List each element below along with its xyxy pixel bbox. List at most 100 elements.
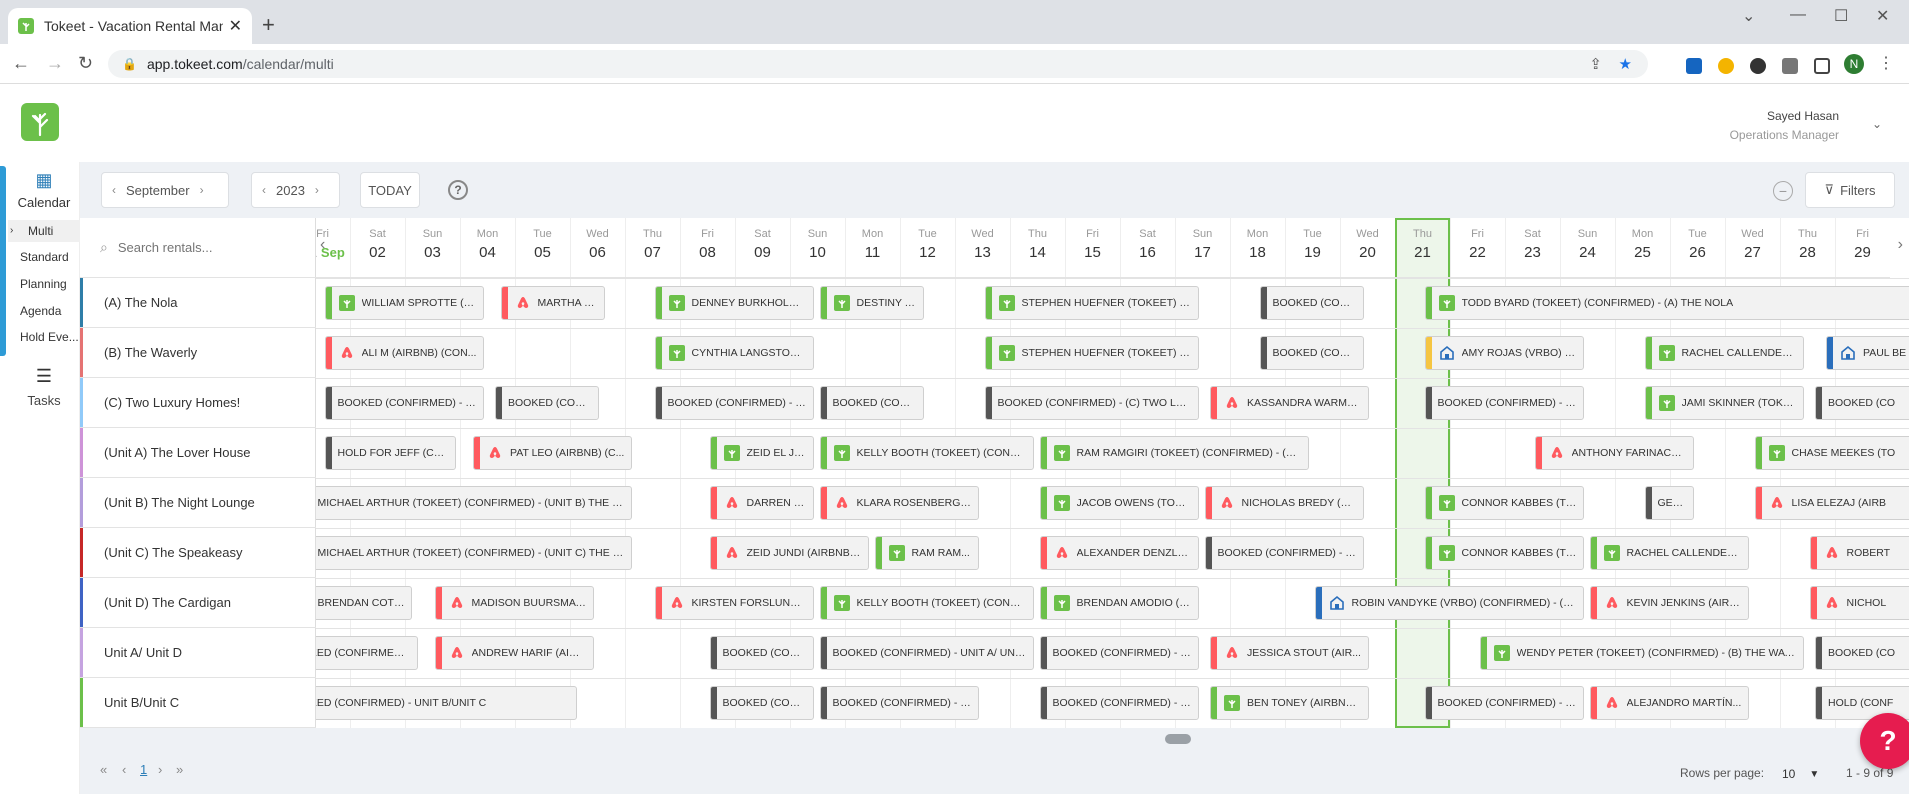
booking-bar[interactable]: DARREN H... xyxy=(709,486,814,520)
day-column[interactable] xyxy=(845,218,900,728)
booking-bar[interactable]: BOOKED (CONFIRMED) - (C... xyxy=(654,386,814,420)
booking-bar[interactable]: PAT LEO (AIRBNB) (C... xyxy=(473,436,632,470)
booking-bar[interactable]: ZEID EL JU... xyxy=(709,436,814,470)
close-window-icon[interactable]: ✕ xyxy=(1876,8,1890,25)
rental-row[interactable]: (Unit B) The Night Lounge xyxy=(80,478,316,528)
day-column[interactable] xyxy=(1340,218,1395,728)
booking-bar[interactable]: BOOKED (CONFI... xyxy=(709,686,814,720)
booking-bar[interactable]: JACOB OWENS (TOKE... xyxy=(1039,486,1199,520)
booking-bar[interactable]: JAMI SKINNER (TOKE... xyxy=(1644,386,1804,420)
booking-bar[interactable]: MADISON BUURSMA (... xyxy=(434,586,594,620)
booking-bar[interactable]: BOOKED (CONFIRMED) - U... xyxy=(1039,686,1199,720)
sidebar-item-agenda[interactable]: Agenda xyxy=(8,300,80,322)
booking-bar[interactable]: AMY ROJAS (VRBO) (... xyxy=(1424,336,1584,370)
prev-period-icon[interactable]: ‹ xyxy=(320,236,326,253)
booking-bar[interactable]: KELLY BOOTH (TOKEET) (CONFIR... xyxy=(819,586,1034,620)
extension-color-icon[interactable] xyxy=(1718,58,1734,74)
day-column[interactable] xyxy=(1175,218,1230,728)
day-column[interactable] xyxy=(1615,218,1670,728)
url-bar[interactable]: 🔒 app.tokeet.com/calendar/multi ⇪ ★ xyxy=(108,50,1648,78)
booking-bar[interactable]: MICHAEL ARTHUR (TOKEET) (CONFIRMED) - (U… xyxy=(316,486,632,520)
day-column[interactable] xyxy=(350,218,405,728)
prev-page-icon[interactable]: ‹ xyxy=(122,762,127,777)
booking-bar[interactable]: ZEID JUNDI (AIRBNB) ... xyxy=(709,536,869,570)
tokeet-logo[interactable] xyxy=(21,103,59,141)
horizontal-scrollbar[interactable] xyxy=(1165,734,1191,744)
day-column[interactable] xyxy=(1835,218,1890,728)
booking-bar[interactable]: STEPHEN HUEFNER (TOKEET) (C... xyxy=(984,286,1199,320)
booking-bar[interactable]: ROBERT xyxy=(1809,536,1909,570)
booking-bar[interactable]: GER... xyxy=(1644,486,1694,520)
profile-avatar[interactable]: N xyxy=(1844,54,1864,74)
day-column[interactable] xyxy=(625,218,680,728)
booking-bar[interactable]: BOOKED (CONFI... xyxy=(1259,286,1364,320)
sidebar-item-tasks[interactable]: ☰ Tasks xyxy=(8,366,80,408)
booking-bar[interactable]: ANTHONY FARINACCI... xyxy=(1534,436,1694,470)
today-button[interactable]: TODAY xyxy=(360,172,420,208)
booking-bar[interactable]: NICHOLAS BREDY (AI... xyxy=(1204,486,1364,520)
booking-bar[interactable]: TODD BYARD (TOKEET) (CONFIRMED) - (A) TH… xyxy=(1424,286,1909,320)
booking-bar[interactable]: ROBIN VANDYKE (VRBO) (CONFIRMED) - (U... xyxy=(1314,586,1584,620)
rental-row[interactable]: Unit B/Unit C xyxy=(80,678,316,728)
booking-bar[interactable]: BOOKED (CO xyxy=(1815,636,1909,670)
booking-bar[interactable]: ALI M (AIRBNB) (CON... xyxy=(324,336,484,370)
search-input[interactable] xyxy=(117,240,298,255)
prev-month-icon[interactable]: ‹ xyxy=(112,183,116,197)
collapse-icon[interactable]: − xyxy=(1773,181,1793,201)
sidebar-item-hold-events[interactable]: Hold Eve... xyxy=(8,326,80,348)
booking-bar[interactable]: BOOKED (CONFI... xyxy=(709,636,814,670)
booking-bar[interactable]: ANDREW HARIF (AIRB... xyxy=(434,636,594,670)
booking-bar[interactable]: BOOKED (CONFI... xyxy=(819,386,924,420)
star-icon[interactable]: ★ xyxy=(1618,56,1632,73)
day-column[interactable] xyxy=(680,218,735,728)
booking-bar[interactable]: BRENDAN AMODIO (T... xyxy=(1039,586,1199,620)
booking-bar[interactable]: KASSANDRA WARMU... xyxy=(1210,386,1369,420)
day-column[interactable] xyxy=(460,218,515,728)
booking-bar[interactable]: BOOKED (CONFIRMED) - (C... xyxy=(324,386,484,420)
filters-button[interactable]: ⊽ Filters xyxy=(1805,172,1895,208)
next-period-icon[interactable]: › xyxy=(1897,236,1903,253)
booking-bar[interactable]: NICHOL xyxy=(1809,586,1909,620)
day-column[interactable] xyxy=(1450,218,1505,728)
rental-row[interactable]: (Unit C) The Speakeasy xyxy=(80,528,316,578)
maximize-icon[interactable]: ☐ xyxy=(1834,8,1849,25)
booking-bar[interactable]: BOOKED (CONFIRMED) - (C) TWO LUX... xyxy=(984,386,1199,420)
day-column[interactable] xyxy=(570,218,625,728)
booking-bar[interactable]: BOOKED (CONFIRMED) - U... xyxy=(819,686,979,720)
day-column[interactable] xyxy=(735,218,790,728)
current-page[interactable]: 1 xyxy=(140,762,148,777)
booking-bar[interactable]: MARTHA B... xyxy=(500,286,605,320)
rental-row[interactable]: (Unit D) The Cardigan xyxy=(80,578,316,628)
rental-row[interactable]: (C) Two Luxury Homes! xyxy=(80,378,316,428)
booking-bar[interactable]: STEPHEN HUEFNER (TOKEET) (C... xyxy=(984,336,1199,370)
rental-row[interactable]: (Unit A) The Lover House xyxy=(80,428,316,478)
minimize-icon[interactable]: — xyxy=(1790,6,1806,23)
day-column[interactable] xyxy=(790,218,845,728)
month-label[interactable]: September xyxy=(126,182,190,198)
day-column[interactable] xyxy=(900,218,955,728)
booking-bar[interactable]: DESTINY T... xyxy=(819,286,924,320)
day-column[interactable] xyxy=(1725,218,1780,728)
booking-bar[interactable]: BOOKED (CONFIRMED) - U... xyxy=(1039,636,1199,670)
day-column[interactable] xyxy=(1670,218,1725,728)
first-page-icon[interactable]: « xyxy=(100,762,108,777)
booking-bar[interactable]: RAM RAM... xyxy=(874,536,979,570)
sidebar-item-calendar[interactable]: ▦ Calendar xyxy=(8,166,80,220)
day-column[interactable] xyxy=(1065,218,1120,728)
day-column[interactable] xyxy=(1505,218,1560,728)
booking-bar[interactable]: BOOKED (CONFIRMED) - (C... xyxy=(1424,386,1584,420)
rental-row[interactable]: (A) The Nola xyxy=(80,278,316,328)
booking-bar[interactable]: BEN TONEY (AIRBNB) ... xyxy=(1210,686,1369,720)
day-column[interactable] xyxy=(1285,218,1340,728)
booking-bar[interactable]: DENNEY BURKHOLDE... xyxy=(654,286,814,320)
extension-w-icon[interactable] xyxy=(1750,58,1766,74)
booking-bar[interactable]: RACHEL CALLENDER ... xyxy=(1644,336,1804,370)
reload-icon[interactable]: ↻ xyxy=(78,53,94,73)
booking-bar[interactable]: KIRSTEN FORSLUND (... xyxy=(654,586,814,620)
next-page-icon[interactable]: › xyxy=(158,762,163,777)
booking-bar[interactable]: CONNOR KABBES (TO... xyxy=(1424,486,1584,520)
next-year-icon[interactable]: › xyxy=(314,183,319,197)
booking-bar[interactable]: RACHEL CALLENDER ... xyxy=(1589,536,1749,570)
day-column[interactable] xyxy=(1010,218,1065,728)
rental-row[interactable]: (B) The Waverly xyxy=(80,328,316,378)
